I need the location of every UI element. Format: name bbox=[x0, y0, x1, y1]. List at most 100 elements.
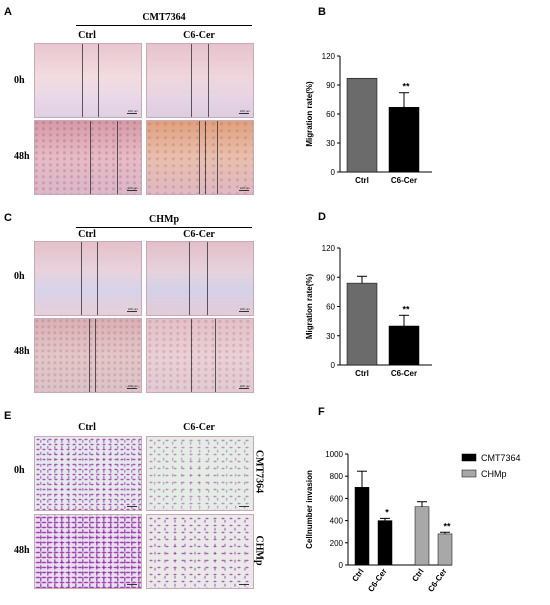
panel-c-group-line bbox=[76, 227, 252, 228]
y-tick-label: 60 bbox=[326, 110, 335, 119]
panel-letter-e: E bbox=[4, 410, 12, 422]
scratch-edge bbox=[82, 44, 83, 117]
scale-bar-label: 200 μm bbox=[239, 307, 250, 311]
legend-label: CHMp bbox=[481, 469, 507, 479]
micrograph-c-ctrl-0h: 200 μm bbox=[34, 241, 142, 316]
scratch-edge bbox=[89, 319, 90, 392]
panel-e-row-0h: 0h bbox=[14, 465, 25, 476]
y-tick-label: 1000 bbox=[325, 450, 343, 459]
y-tick-label: 400 bbox=[330, 517, 344, 526]
scale-bar-label: 200 μm bbox=[127, 186, 138, 190]
scale-bar bbox=[127, 113, 137, 114]
panel-letter-c: C bbox=[4, 212, 12, 224]
panel-e-row-48h: 48h bbox=[14, 545, 30, 556]
scale-bar bbox=[127, 584, 137, 585]
panel-c-col-c6cer: C6-Cer bbox=[183, 229, 215, 240]
micrograph-a-c6cer-48h: 200 μm bbox=[146, 120, 254, 195]
panel-e-col-ctrl: Ctrl bbox=[78, 422, 96, 433]
x-tick-label: C6-Cer bbox=[426, 567, 448, 594]
panel-a-col-c6cer: C6-Cer bbox=[183, 30, 215, 41]
panel-a-row-48h: 48h bbox=[14, 151, 30, 162]
micrograph-e-ctrl-cmt7364 bbox=[34, 436, 142, 511]
y-tick-label: 600 bbox=[330, 494, 344, 503]
y-axis-label: Migration rate(%) bbox=[305, 274, 314, 340]
y-tick-label: 90 bbox=[326, 273, 335, 282]
y-axis-label: Cellnumber invasion bbox=[305, 470, 314, 549]
panel-a-col-ctrl: Ctrl bbox=[78, 30, 96, 41]
panel-letter-a: A bbox=[4, 6, 12, 18]
y-tick-label: 200 bbox=[330, 539, 344, 548]
y-tick-label: 0 bbox=[331, 168, 336, 177]
micrograph-c-c6cer-48h: 200 μm bbox=[146, 318, 254, 393]
legend-swatch bbox=[461, 469, 477, 478]
scratch-edge bbox=[217, 121, 218, 194]
panel-a-group-label: CMT7364 bbox=[142, 12, 186, 23]
scale-bar bbox=[239, 190, 249, 191]
panel-c-col-ctrl: Ctrl bbox=[78, 229, 96, 240]
y-tick-label: 0 bbox=[331, 361, 336, 370]
scratch-edge bbox=[199, 121, 200, 194]
y-tick-label: 0 bbox=[339, 561, 344, 570]
scale-bar bbox=[239, 311, 249, 312]
scratch-edge bbox=[207, 242, 208, 315]
micrograph-a-ctrl-48h: 200 μm bbox=[34, 120, 142, 195]
x-tick-label: C6-Cer bbox=[366, 567, 388, 594]
scale-bar-label: 200 μm bbox=[239, 186, 250, 190]
panel-c-row-48h: 48h bbox=[14, 346, 30, 357]
bar bbox=[346, 282, 378, 366]
scale-bar-label: 200 μm bbox=[239, 109, 250, 113]
scratch-edge bbox=[191, 44, 192, 117]
scratch-edge bbox=[215, 319, 216, 392]
scale-bar bbox=[127, 506, 137, 507]
y-tick-label: 120 bbox=[322, 52, 336, 61]
bar bbox=[354, 487, 370, 566]
bar bbox=[377, 520, 393, 566]
scratch-edge bbox=[95, 319, 96, 392]
scale-bar-label: 200 μm bbox=[127, 384, 138, 388]
panel-letter-f: F bbox=[318, 406, 325, 418]
panel-a-group-line bbox=[76, 25, 252, 26]
panel-e-side-chmp: CHMp bbox=[253, 535, 265, 566]
y-tick-label: 120 bbox=[322, 244, 336, 253]
scale-bar-label: 200 μm bbox=[127, 307, 138, 311]
micrograph-e-ctrl-chmp bbox=[34, 514, 142, 589]
micrograph-e-c6cer-cmt7364 bbox=[146, 436, 254, 511]
significance-marker: ** bbox=[402, 304, 410, 314]
panel-c-group-label: CHMp bbox=[149, 214, 179, 225]
bar bbox=[388, 325, 420, 366]
micrograph-c-c6cer-0h: 200 μm bbox=[146, 241, 254, 316]
x-tick-label: Ctrl bbox=[355, 369, 369, 378]
x-tick-label: C6-Cer bbox=[391, 176, 417, 185]
y-tick-label: 90 bbox=[326, 81, 335, 90]
panel-letter-b: B bbox=[318, 6, 326, 18]
chart-f: 0 200 400 600 800 1000 Cellnumber invasion Ctrl… bbox=[305, 450, 521, 594]
y-tick-label: 800 bbox=[330, 472, 344, 481]
significance-marker: ** bbox=[402, 82, 410, 92]
scratch-edge bbox=[90, 121, 91, 194]
scratch-edge bbox=[117, 121, 118, 194]
y-axis-label: Migration rate(%) bbox=[305, 81, 314, 147]
micrograph-c-ctrl-48h: 200 μm bbox=[34, 318, 142, 393]
scale-bar bbox=[127, 388, 137, 389]
micrograph-e-c6cer-chmp bbox=[146, 514, 254, 589]
scale-bar bbox=[239, 506, 249, 507]
x-tick-label: Ctrl bbox=[355, 176, 369, 185]
scratch-edge bbox=[98, 44, 99, 117]
y-tick-label: 60 bbox=[326, 303, 335, 312]
x-tick-label: Ctrl bbox=[350, 567, 365, 583]
significance-marker: ** bbox=[443, 521, 451, 531]
chart-d: 0 30 60 90 120 Migration rate(%) Ctrl ** C6-Cer bbox=[305, 244, 432, 378]
micrograph-a-ctrl-0h: 200 μm bbox=[34, 43, 142, 118]
legend-swatch bbox=[461, 453, 477, 462]
x-tick-label: Ctrl bbox=[410, 567, 425, 583]
scratch-edge bbox=[189, 242, 190, 315]
bar bbox=[414, 506, 430, 566]
y-tick-label: 30 bbox=[326, 332, 335, 341]
bar bbox=[346, 77, 378, 173]
panel-e-col-c6cer: C6-Cer bbox=[183, 422, 215, 433]
y-tick-label: 30 bbox=[326, 139, 335, 148]
chart-b: 0 30 60 90 120 Migration rate(%) Ctrl ** C6-Cer bbox=[305, 52, 432, 185]
bar bbox=[388, 106, 420, 173]
scratch-edge bbox=[205, 121, 206, 194]
scratch-edge bbox=[191, 319, 192, 392]
